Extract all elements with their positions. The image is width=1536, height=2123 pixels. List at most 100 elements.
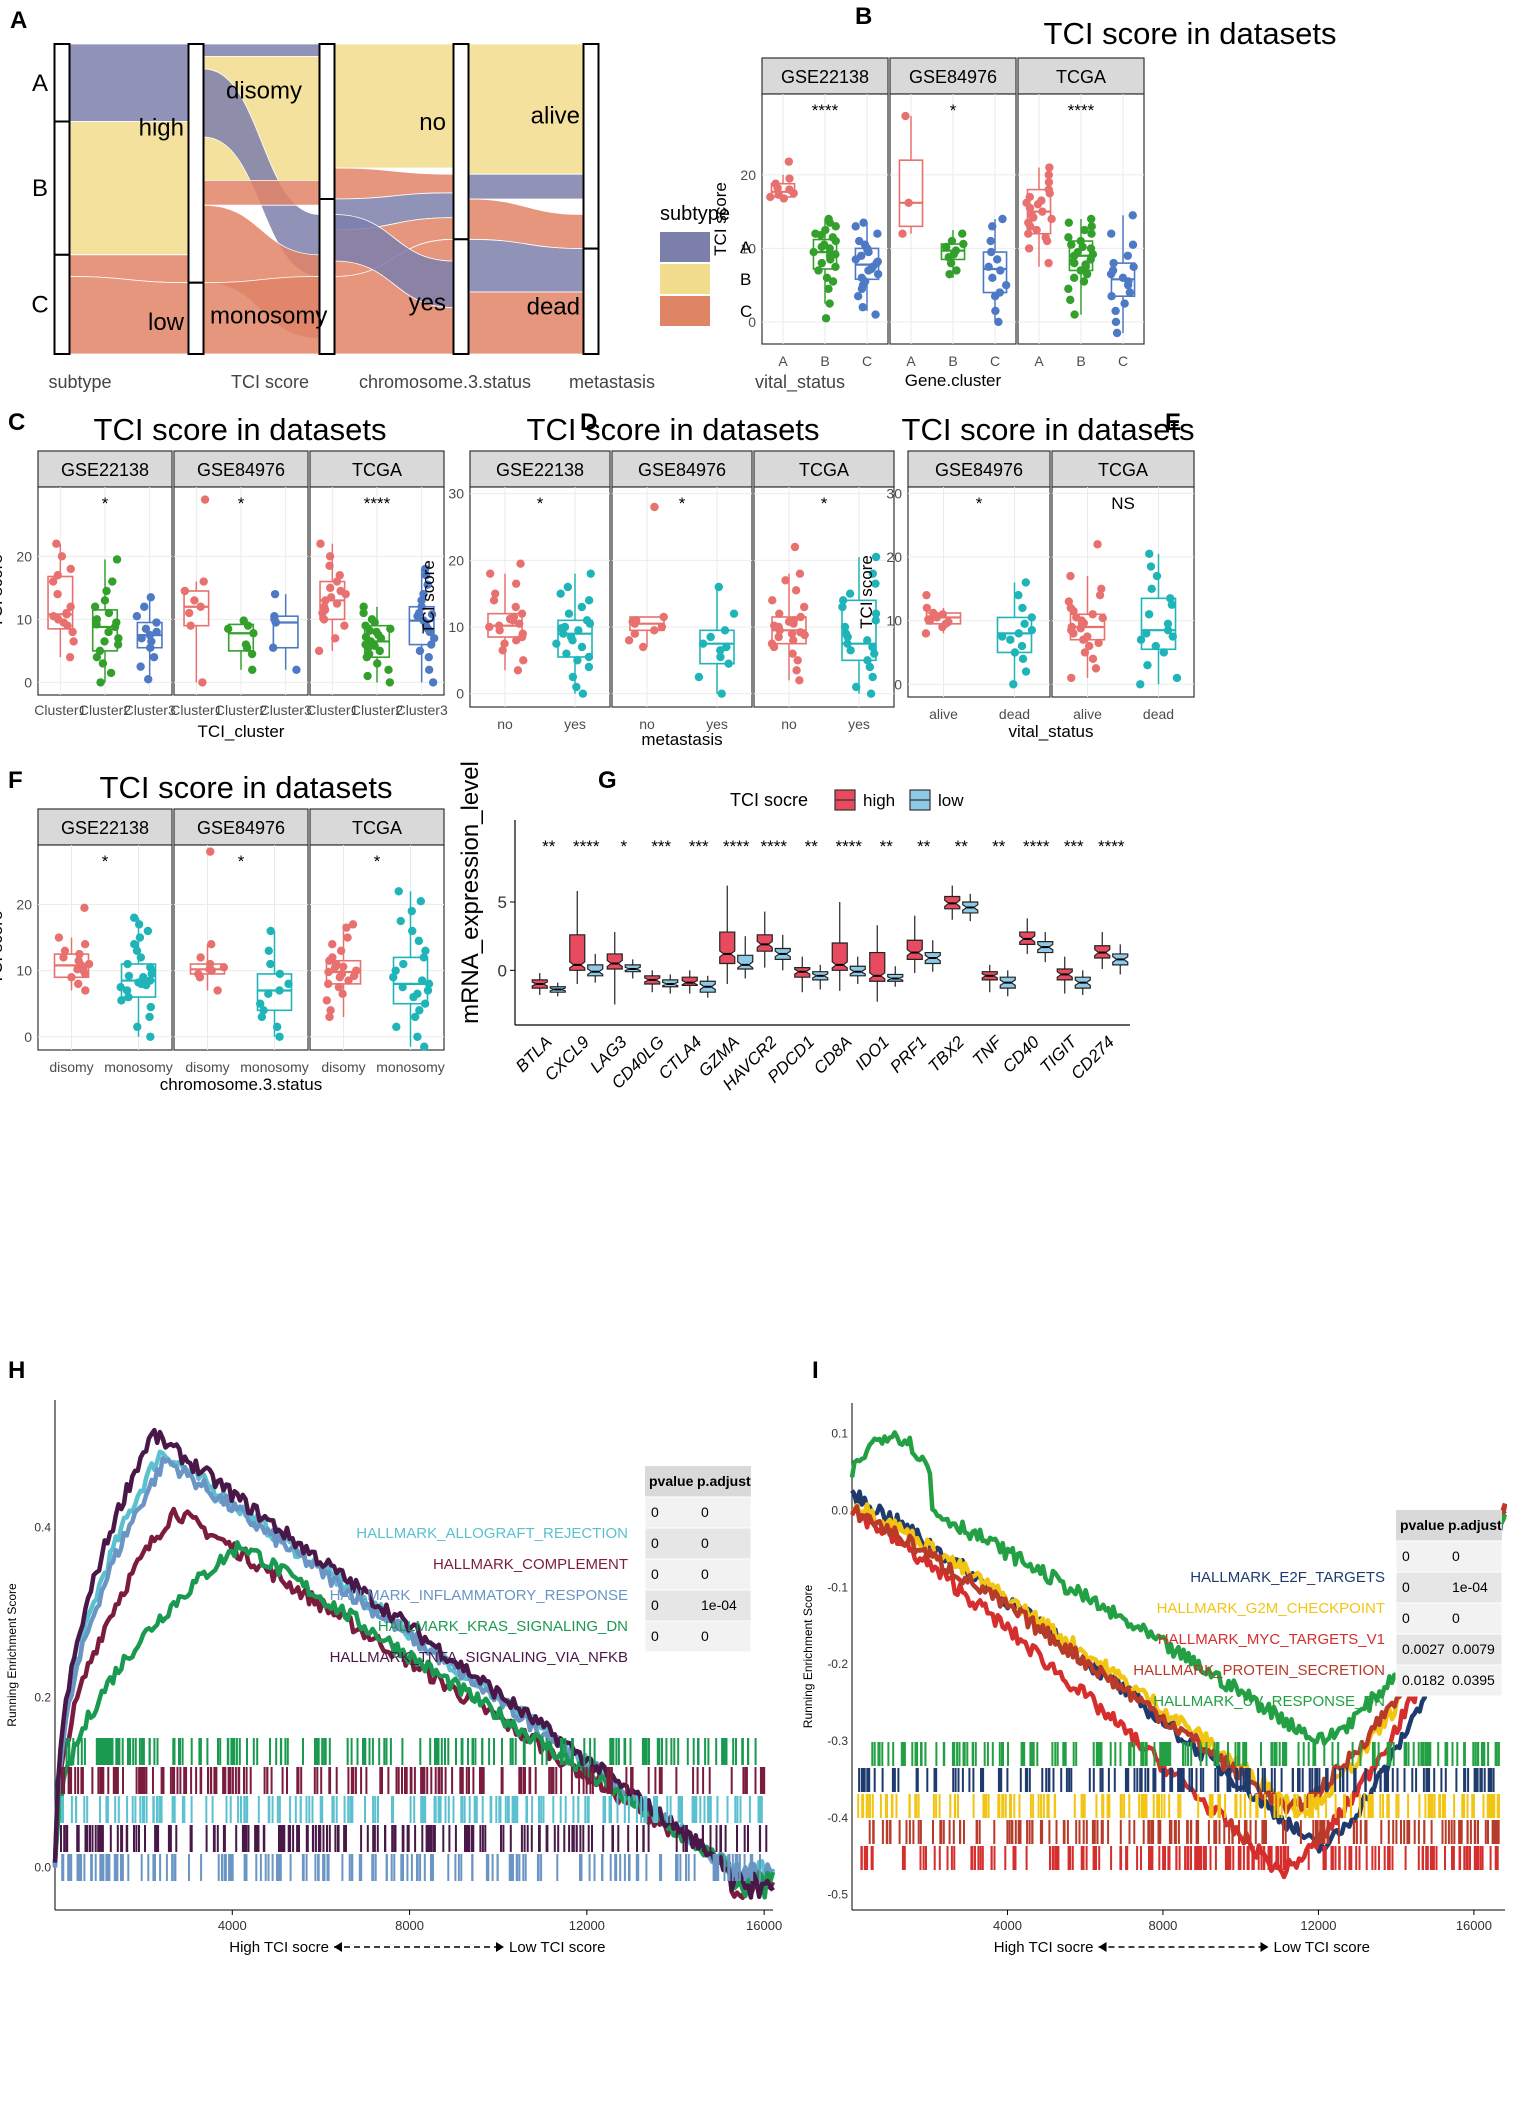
- data-point: [1038, 207, 1047, 216]
- data-point: [264, 989, 273, 998]
- data-point: [328, 939, 337, 949]
- data-point: [951, 246, 961, 255]
- data-point: [821, 314, 831, 323]
- data-point: [577, 642, 587, 652]
- rug-HALLMARK_MYC_TARGETS_V1: [860, 1846, 1499, 1870]
- box-low: [924, 940, 941, 972]
- data-point: [330, 634, 340, 643]
- data-point: [256, 999, 265, 1008]
- axis-label: vital_status: [755, 372, 845, 393]
- stratum-label: disomy: [226, 78, 302, 105]
- data-point: [938, 610, 947, 619]
- data-point: [1081, 260, 1090, 269]
- data-point: [1136, 680, 1145, 689]
- data-point: [1088, 654, 1098, 664]
- x-tick-label: Cluster1: [306, 702, 358, 718]
- significance-label: *: [679, 494, 686, 513]
- table-cell-padjust: 0: [701, 1628, 709, 1644]
- box-low: [549, 982, 566, 997]
- data-point: [1029, 213, 1038, 222]
- y-tick-label: 0: [24, 674, 32, 690]
- box-C: C: [1106, 211, 1138, 369]
- y-axis-label: Running Enrichment Score: [5, 1583, 19, 1727]
- curve-HALLMARK_PROTEIN_SECRETION: [850, 1504, 1508, 1815]
- x-axis-label: vital_status: [1008, 722, 1093, 741]
- box-high: [981, 964, 998, 993]
- data-point: [388, 973, 398, 982]
- box-Cluster3: Cluster3: [396, 564, 448, 718]
- data-point: [66, 602, 75, 611]
- box-A: A: [766, 157, 798, 369]
- data-point: [843, 632, 852, 642]
- box-low: [999, 970, 1016, 997]
- data-point: [372, 627, 381, 637]
- gene-IDO1: ** IDO1: [852, 837, 904, 1074]
- x-tick-label: alive: [1073, 706, 1102, 722]
- x-tick-label: B: [1076, 353, 1085, 369]
- gene-PRF1: ** PRF1: [886, 837, 941, 1077]
- data-point: [562, 649, 571, 658]
- data-point: [584, 652, 594, 662]
- panel-label-E: E: [1165, 409, 1181, 436]
- gene-set-label: HALLMARK_G2M_CHECKPOINT: [1157, 1600, 1385, 1617]
- data-point: [1024, 218, 1033, 227]
- stratum-box: [452, 238, 470, 355]
- panel-B: TCI score in datasets TCI score 0 10 20 Gene.…: [711, 16, 1336, 390]
- data-point: [1009, 680, 1018, 689]
- axis-label: subtype: [48, 372, 111, 392]
- box-no: no: [767, 542, 809, 732]
- data-point: [1107, 229, 1116, 238]
- data-point: [795, 569, 805, 578]
- data-point: [67, 973, 76, 982]
- data-point: [66, 564, 75, 574]
- data-point: [857, 273, 866, 283]
- panel-label-A: A: [10, 7, 27, 34]
- data-point: [1111, 317, 1121, 327]
- data-point: [1080, 648, 1090, 657]
- box-no: no: [624, 502, 668, 732]
- data-point: [870, 649, 879, 658]
- data-point: [48, 577, 58, 586]
- panel-label-I: I: [812, 1357, 819, 1384]
- data-point: [342, 923, 351, 932]
- panel-F: TCI score in datasets TCI score 0 10 20 chrom…: [0, 770, 445, 1094]
- x-tick-label: 12000: [569, 1918, 605, 1933]
- rug-HALLMARK_ALLOGRAFT_REJECTION: [60, 1796, 763, 1823]
- data-point: [1167, 600, 1177, 609]
- axis-metastasis: no yes metastasis: [409, 43, 655, 392]
- significance-label: ****: [761, 837, 788, 856]
- significance-label: ****: [836, 837, 863, 856]
- table-header-bg: [1396, 1510, 1502, 1541]
- data-point: [133, 1022, 142, 1032]
- data-point: [650, 626, 659, 635]
- table-row-bg: [1395, 1571, 1503, 1604]
- data-point: [868, 569, 878, 578]
- y-tick-label: 0.2: [34, 1691, 51, 1705]
- data-point: [1001, 280, 1011, 290]
- data-point: [489, 596, 499, 605]
- data-point: [984, 262, 993, 271]
- data-point: [344, 976, 353, 985]
- data-point: [901, 111, 910, 121]
- legend-label: B: [740, 270, 751, 289]
- data-point: [573, 656, 582, 665]
- data-point: [714, 582, 723, 592]
- data-point: [1017, 641, 1027, 651]
- data-point: [54, 933, 64, 942]
- data-point: [1020, 619, 1029, 629]
- data-point: [1018, 654, 1028, 664]
- y-axis-label: mRNA_expression_level: [457, 761, 484, 1024]
- data-point: [824, 284, 833, 294]
- data-point: [515, 619, 524, 628]
- data-point: [266, 959, 275, 969]
- x-tick-label: Cluster3: [260, 702, 312, 718]
- data-point: [774, 190, 783, 199]
- data-point: [324, 967, 333, 977]
- data-point: [831, 262, 840, 271]
- data-point: [1172, 673, 1182, 683]
- data-point: [316, 539, 325, 548]
- data-point: [789, 636, 798, 645]
- data-point: [112, 555, 122, 564]
- data-point: [399, 959, 408, 969]
- panel-I: 0.1 0.0 -0.1 -0.2 -0.3 -0.4 -0.5 Running Enrich…: [801, 1403, 1508, 1956]
